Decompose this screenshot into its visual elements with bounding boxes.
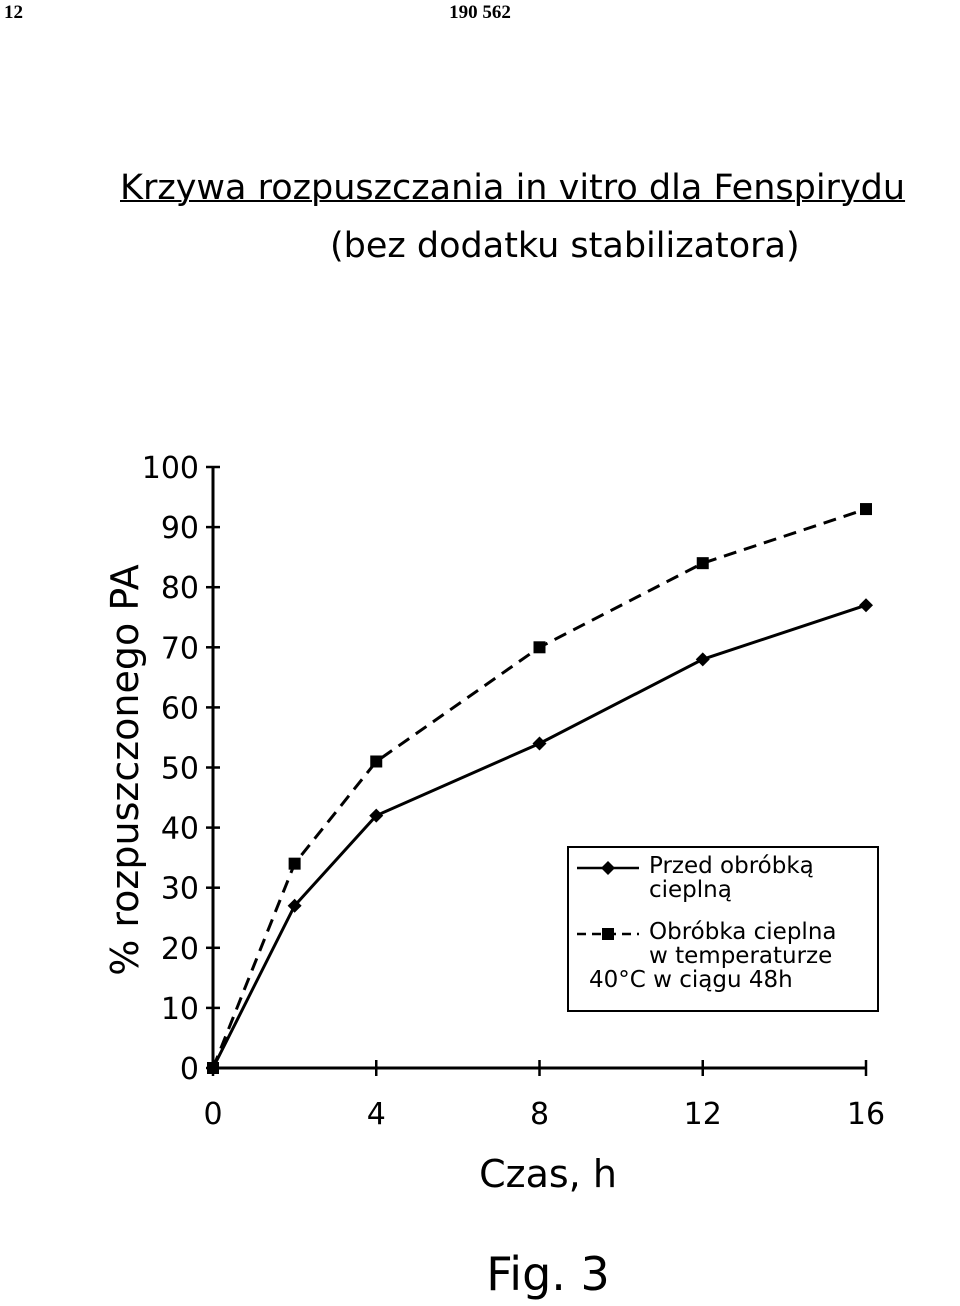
chart-legend: Przed obróbką cieplną Obróbka cieplna w …: [567, 846, 879, 1012]
series-1-line: [211, 603, 867, 1069]
legend-label-heat-treated-line-3: 40°C w ciągu 48h: [589, 967, 793, 993]
y-tick-label: 40: [161, 812, 199, 847]
y-tick-label: 30: [161, 872, 199, 907]
data-point-diamond: [859, 598, 873, 613]
y-tick-label: 50: [161, 752, 199, 787]
x-tick-label: 12: [684, 1097, 722, 1132]
legend-label-before-heat: Przed obróbką cieplną: [649, 854, 814, 902]
data-point-square: [860, 503, 872, 516]
legend-swatch-solid-diamond: [577, 861, 639, 875]
y-tick-label: 90: [161, 511, 199, 546]
y-tick-label: 0: [180, 1052, 199, 1087]
legend-label-heat-treated-line-1: Obróbka cieplna: [649, 919, 837, 945]
series-2: [207, 503, 872, 1074]
legend-label-before-heat-line-2: cieplną: [649, 877, 732, 903]
y-tick-label: 70: [161, 631, 199, 666]
data-point-diamond: [287, 898, 302, 913]
page-number: 12: [4, 2, 23, 23]
data-point-square: [288, 857, 301, 870]
x-tick-label: 8: [530, 1097, 549, 1132]
x-tick-label: 16: [847, 1097, 885, 1132]
data-point-diamond: [532, 736, 547, 751]
data-point-diamond: [369, 808, 384, 823]
chart-subtitle: (bez dodatku stabilizatora): [330, 226, 800, 266]
x-tick-label: 4: [367, 1097, 386, 1132]
patent-number: 190 562: [449, 2, 511, 23]
series-2-line: [211, 507, 867, 1069]
data-point-diamond: [695, 652, 710, 667]
chart-title: Krzywa rozpuszczania in vitro dla Fenspi…: [120, 168, 906, 208]
x-axis-label: Czas, h: [479, 1152, 617, 1196]
y-tick-label: 80: [161, 571, 199, 606]
legend-label-before-heat-line-1: Przed obróbką: [649, 853, 814, 879]
y-tick-label: 100: [142, 451, 199, 486]
x-tick-label: 0: [203, 1097, 222, 1132]
y-axis-label: % rozpuszczonego PA: [103, 564, 147, 976]
figure-label: Fig. 3: [486, 1247, 610, 1301]
data-point-square: [696, 557, 709, 570]
y-tick-label: 60: [161, 691, 199, 726]
data-point-square: [207, 1062, 219, 1074]
chart-axes: 0 10 20 30 40 50 60 70 80 90 100 0 4 8 12 16: [142, 451, 885, 1132]
data-point-square: [370, 755, 383, 768]
legend-swatch-dashed-square: [577, 928, 639, 940]
y-tick-label: 10: [161, 992, 199, 1027]
data-point-square: [533, 641, 546, 654]
chart-series: [206, 503, 873, 1075]
legend-label-heat-treated: Obróbka cieplna w temperaturze 40°C w ci…: [589, 919, 837, 992]
legend-label-heat-treated-line-2: w temperaturze: [649, 943, 833, 969]
y-tick-label: 20: [161, 932, 199, 967]
